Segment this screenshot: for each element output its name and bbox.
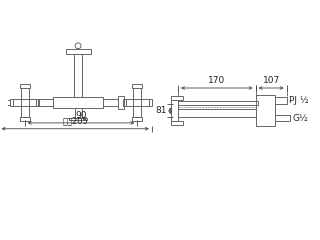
Bar	[133, 88, 141, 117]
Bar	[178, 109, 256, 117]
Bar	[275, 115, 291, 121]
Bar	[66, 49, 91, 54]
Bar	[53, 97, 103, 108]
Bar	[13, 99, 36, 106]
Bar	[149, 99, 152, 106]
Bar	[36, 99, 39, 106]
Bar	[69, 118, 87, 120]
Bar	[75, 108, 82, 118]
Bar	[178, 101, 258, 105]
Bar	[10, 99, 13, 106]
Bar	[126, 99, 149, 106]
Text: PJ ½: PJ ½	[289, 96, 308, 105]
Bar	[0, 100, 10, 105]
Text: 最大205: 最大205	[62, 117, 88, 126]
Bar	[171, 96, 183, 100]
Text: 107: 107	[262, 76, 280, 85]
Bar	[275, 97, 287, 104]
Bar	[123, 99, 126, 106]
Bar	[132, 117, 142, 121]
Bar	[171, 100, 178, 121]
Bar	[20, 84, 30, 88]
Text: 90: 90	[75, 111, 87, 120]
Text: 170: 170	[208, 76, 225, 85]
Bar	[132, 84, 142, 88]
Bar	[20, 117, 30, 121]
Bar	[74, 54, 82, 97]
Text: G½: G½	[292, 114, 308, 123]
Text: 81: 81	[156, 106, 167, 115]
Bar	[21, 88, 29, 117]
Bar	[171, 121, 183, 125]
Bar	[103, 99, 118, 106]
Bar	[256, 95, 275, 126]
Bar	[118, 96, 124, 109]
Bar	[38, 99, 53, 106]
